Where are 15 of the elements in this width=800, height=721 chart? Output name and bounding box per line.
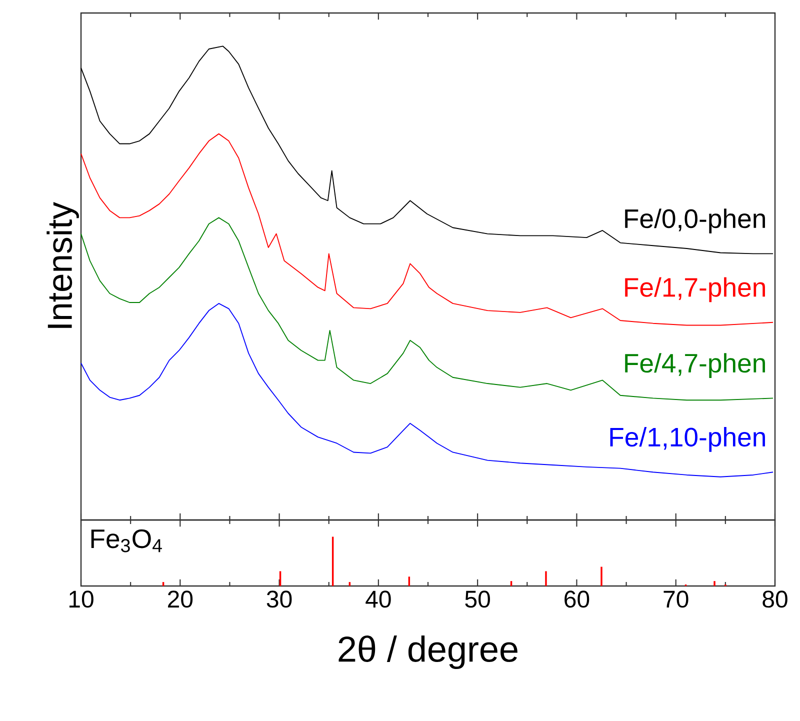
series-label: Fe/1,7-phen	[625, 277, 765, 302]
x-axis-title: 2θ / degree	[338, 636, 518, 670]
series-label: Fe/1,10-phen	[610, 427, 765, 452]
x-tick-label: 20	[168, 590, 193, 608]
x-tick-label: 60	[564, 590, 590, 608]
x-tick-label: 70	[664, 590, 688, 608]
series-label: Fe/0,0-phen	[625, 208, 765, 234]
x-tick-label: 50	[465, 590, 490, 608]
series-label: Fe/4,7-phen	[625, 353, 765, 378]
x-tick-label: 40	[366, 590, 391, 608]
annotation: Fe$_{3}$O$_{4}$	[91, 529, 162, 552]
x-tick-label: 30	[266, 590, 292, 608]
y-axis-title: Intensity	[46, 202, 79, 328]
x-tick-label: 10	[69, 590, 94, 608]
x-tick-label: 80	[762, 590, 788, 608]
